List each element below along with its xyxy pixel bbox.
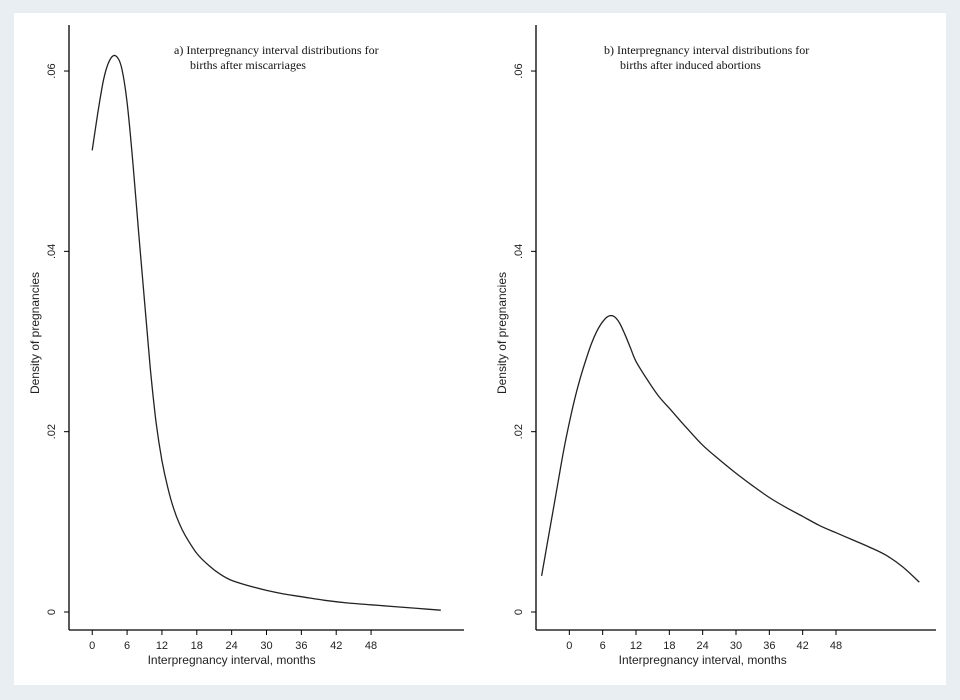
chart-panel-b: 0 .02 .04 .06 0 6 12 18 24 30 36 42 48 Interpregnancy… [495,25,936,667]
x-tick-label: 12 [156,640,168,652]
x-tick-label: 24 [697,640,709,652]
x-tick-label: 0 [566,640,572,652]
y-tick-label: .02 [46,424,58,439]
density-charts: 0 .02 .04 .06 0 6 12 18 24 30 36 42 48 Interpregnancy… [28,25,936,667]
x-tick-label: 0 [89,640,95,652]
density-curve [540,314,920,583]
y-tick-label: .06 [513,63,525,78]
y-tick-label: 0 [46,609,58,615]
figure-panel: 0 .02 .04 .06 0 6 12 18 24 30 36 42 48 Interpregnancy… [14,13,946,685]
panel-title-line: a) Interpregnancy interval distributions… [174,43,379,57]
x-tick-label: 36 [295,640,307,652]
panel-title-line: b) Interpregnancy interval distributions… [604,43,809,57]
density-curve [91,54,441,611]
y-axis-title: Density of pregnancies [495,272,509,394]
y-tick-label: .04 [513,244,525,259]
y-tick-label: .04 [46,244,58,259]
panel-title-line: births after miscarriages [190,58,306,72]
x-tick-label: 6 [600,640,606,652]
x-tick-label: 42 [797,640,809,652]
y-tick-label: .02 [513,424,525,439]
x-axis-title: Interpregnancy interval, months [619,653,787,667]
y-axis-title: Density of pregnancies [28,272,42,394]
y-tick-label: .06 [46,63,58,78]
x-tick-label: 42 [330,640,342,652]
x-axis-title: Interpregnancy interval, months [148,653,316,667]
x-tick-label: 24 [226,640,238,652]
x-tick-label: 48 [365,640,377,652]
x-tick-label: 6 [124,640,130,652]
x-tick-label: 30 [260,640,272,652]
x-tick-label: 12 [630,640,642,652]
x-tick-label: 18 [191,640,203,652]
y-tick-label: 0 [513,609,525,615]
chart-panel-a: 0 .02 .04 .06 0 6 12 18 24 30 36 42 48 Interpregnancy… [28,25,464,667]
panel-title-line: births after induced abortions [620,58,761,72]
x-tick-label: 36 [763,640,775,652]
x-tick-label: 30 [730,640,742,652]
x-tick-label: 48 [830,640,842,652]
x-tick-label: 18 [663,640,675,652]
